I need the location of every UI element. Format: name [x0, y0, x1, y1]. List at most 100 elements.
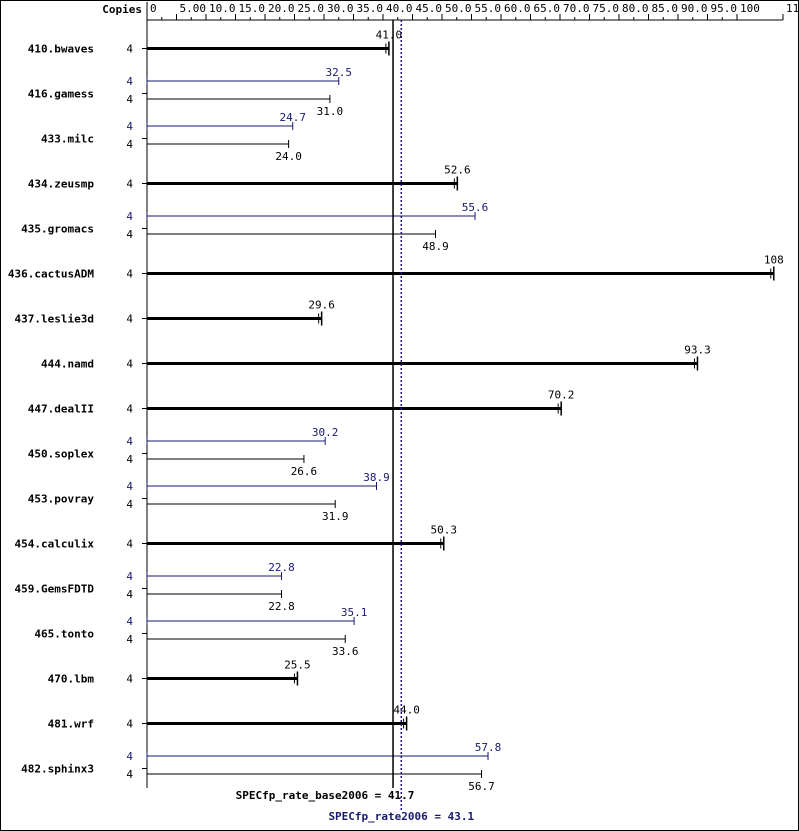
base-copies: 4: [126, 453, 133, 466]
peak-value-label: 30.2: [312, 426, 339, 439]
benchmark-row: 459.GemsFDTD 4 22.8 4 22.8: [15, 561, 295, 613]
benchmark-row: 410.bwaves 4 41.0: [28, 29, 402, 56]
base-value-label: 24.0: [275, 150, 302, 163]
x-tick-label: 70.0: [563, 2, 590, 15]
x-tick-label: 50.0: [445, 2, 472, 15]
benchmark-rows: 410.bwaves 4 41.0 416.gamess 4 32.5 4 31.0 433.m…: [8, 29, 784, 794]
benchmark-row: 436.cactusADM 4 108: [8, 254, 784, 281]
benchmark-label: 453.povray: [28, 493, 95, 506]
x-tick-label: 90.0: [681, 2, 708, 15]
benchmark-label: 482.sphinx3: [21, 763, 94, 776]
peak-copies: 4: [126, 750, 133, 763]
x-tick-label: 0: [150, 2, 157, 15]
x-tick-label: 30.0: [327, 2, 354, 15]
benchmark-row: 433.milc 4 24.7 4 24.0: [41, 111, 306, 163]
x-tick-label: 75.0: [593, 2, 620, 15]
peak-value-label: 55.6: [462, 201, 489, 214]
benchmark-row: 437.leslie3d 4 29.6: [15, 299, 335, 326]
peak-reference-label: SPECfp_rate2006 = 43.1: [328, 810, 474, 823]
base-copies: 4: [126, 43, 133, 56]
benchmark-row: 450.soplex 4 30.2 4 26.6: [28, 426, 339, 478]
benchmark-label: 444.namd: [41, 358, 94, 371]
peak-copies: 4: [126, 75, 133, 88]
base-copies: 4: [126, 538, 133, 551]
benchmark-label: 447.dealII: [28, 403, 94, 416]
base-copies: 4: [126, 768, 133, 781]
benchmark-label: 470.lbm: [48, 673, 95, 686]
base-value-label: 93.3: [684, 344, 711, 357]
x-tick-label: 65.0: [534, 2, 561, 15]
benchmark-label: 459.GemsFDTD: [15, 583, 95, 596]
base-value-label: 26.6: [291, 465, 318, 478]
base-copies: 4: [126, 498, 133, 511]
x-tick-label: 35.0: [357, 2, 384, 15]
base-copies: 4: [126, 228, 133, 241]
x-tick-label: 40.0: [386, 2, 413, 15]
base-copies: 4: [126, 718, 133, 731]
peak-value-label: 38.9: [363, 471, 390, 484]
base-reference-label: SPECfp_rate_base2006 = 41.7: [236, 789, 415, 802]
peak-value-label: 24.7: [279, 111, 306, 124]
base-value-label: 48.9: [422, 240, 449, 253]
benchmark-label: 416.gamess: [28, 88, 94, 101]
x-tick-label: 25.0: [298, 2, 325, 15]
base-copies: 4: [126, 588, 133, 601]
benchmark-row: 481.wrf 4 44.0: [48, 704, 420, 731]
peak-copies: 4: [126, 615, 133, 628]
benchmark-label: 454.calculix: [15, 538, 95, 551]
peak-copies: 4: [126, 435, 133, 448]
base-value-label: 31.0: [317, 105, 344, 118]
base-value-label: 52.6: [444, 164, 471, 177]
base-value-label: 29.6: [308, 299, 335, 312]
base-value-label: 50.3: [431, 524, 458, 537]
x-tick-label: 5.00: [180, 2, 207, 15]
base-copies: 4: [126, 633, 133, 646]
benchmark-label: 436.cactusADM: [8, 268, 94, 281]
x-tick-label: 95.0: [711, 2, 738, 15]
base-value-label: 33.6: [332, 645, 359, 658]
benchmark-row: 454.calculix 4 50.3: [15, 524, 458, 551]
benchmark-row: 444.namd 4 93.3: [41, 344, 711, 371]
base-copies: 4: [126, 178, 133, 191]
base-copies: 4: [126, 673, 133, 686]
benchmark-row: 453.povray 4 38.9 4 31.9: [28, 471, 390, 523]
base-copies: 4: [126, 138, 133, 151]
peak-copies: 4: [126, 120, 133, 133]
benchmark-label: 450.soplex: [28, 448, 95, 461]
reference-lines: [392, 20, 403, 810]
base-value-label: 70.2: [548, 389, 575, 402]
benchmark-row: 416.gamess 4 32.5 4 31.0: [28, 66, 352, 118]
x-tick-label: 100: [740, 2, 760, 15]
base-value-label: 31.9: [322, 510, 349, 523]
base-value-label: 25.5: [284, 659, 311, 672]
x-tick-label: 45.0: [416, 2, 443, 15]
base-value-label: 22.8: [268, 600, 295, 613]
base-copies: 4: [126, 268, 133, 281]
base-value-label: 44.0: [393, 704, 420, 717]
benchmark-row: 447.dealII 4 70.2: [28, 389, 575, 416]
x-tick-label: 60.0: [504, 2, 531, 15]
benchmark-label: 410.bwaves: [28, 43, 94, 56]
peak-value-label: 32.5: [326, 66, 353, 79]
x-tick-label: 110: [786, 2, 799, 15]
benchmark-label: 465.tonto: [34, 628, 94, 641]
base-value-label: 41.0: [376, 29, 403, 42]
benchmark-row: 470.lbm 4 25.5: [48, 659, 311, 686]
base-copies: 4: [126, 93, 133, 106]
benchmark-label: 433.milc: [41, 133, 94, 146]
x-axis: 0 5.00 10.0 15.0 20.0 25.0 30.0 35.0 40.0 45.0 50.…: [146, 2, 799, 788]
base-value-label: 108: [764, 254, 784, 267]
peak-value-label: 35.1: [341, 606, 368, 619]
peak-value-label: 22.8: [268, 561, 295, 574]
base-copies: 4: [126, 358, 133, 371]
peak-copies: 4: [126, 480, 133, 493]
base-value-label: 56.7: [468, 780, 495, 793]
benchmark-row: 434.zeusmp 4 52.6: [28, 164, 471, 191]
copies-header: Copies: [102, 3, 142, 16]
base-copies: 4: [126, 403, 133, 416]
benchmark-label: 435.gromacs: [21, 223, 94, 236]
peak-copies: 4: [126, 570, 133, 583]
benchmark-label: 434.zeusmp: [28, 178, 95, 191]
